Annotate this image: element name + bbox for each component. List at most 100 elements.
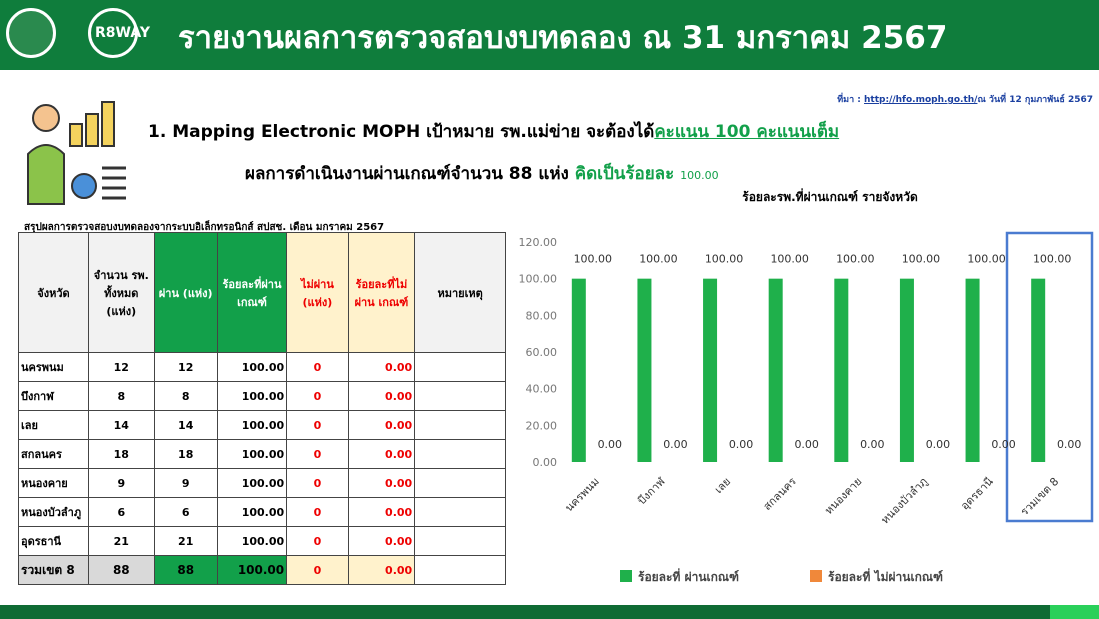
table-cell: 0 [286,410,349,440]
logo [6,8,56,58]
data-label: 100.00 [574,253,613,266]
column-header: ผ่าน (แห่ง) [153,232,218,353]
table-cell: 88 [87,555,155,585]
table-cell: 88 [153,555,218,585]
table-cell [414,352,506,382]
table-cell [414,439,506,469]
chart-title: ร้อยละรพ.ที่ผ่านเกณฑ์ รายจังหวัด [742,188,918,204]
icon [27,101,126,205]
table-cell: 0 [286,526,349,556]
source-link[interactable]: http://hfo.moph.go.th/ [864,95,978,105]
table-cell: 18 [87,439,155,469]
data-label: 100.00 [639,253,678,266]
bar [637,278,652,462]
header-row: จังหวัด จำนวน รพ. ทั้งหมด (แห่ง) ผ่าน (แห่… [18,232,506,353]
table-cell: 100.00 [216,410,288,440]
footer-bar [0,605,1050,619]
table: จังหวัด จำนวน รพ. ทั้งหมด (แห่ง) ผ่าน (แห่… [18,232,506,585]
x-tick-label: อุดรธานี [958,475,996,513]
table-cell: หนองบัวลำภู [18,497,89,527]
legend-label: ร้อยละที่ ผ่านเกณฑ์ [638,568,739,584]
table-cell: 9 [87,468,155,498]
table-cell: 0.00 [347,526,416,556]
x-tick-label: รวมเขต 8 [1018,475,1061,518]
data-label: 0.00 [598,438,623,451]
headline: 1. Mapping Electronic MOPH เป้าหมาย รพ.แ… [148,118,839,145]
x-tick-label: นครพนม [562,475,601,514]
bar [965,278,980,462]
logo-text: R8WAY [95,25,150,41]
headline-text: ผลการดำเนินงานผ่านเกณฑ์จำนวน 88 แห่ง [245,164,569,184]
data-label: 100.00 [705,253,744,266]
footer-bar [1050,605,1099,619]
table-row: หนองบัวลำภู 6 6 100.00 0 0.00 [18,497,506,527]
table-cell: 100.00 [216,439,288,469]
column-header: ไม่ผ่าน (แห่ง) [286,232,349,353]
y-tick-label: 0.00 [533,456,558,469]
table-cell: 6 [87,497,155,527]
table-cell: 18 [153,439,218,469]
table-cell: 100.00 [216,555,288,585]
table-cell: 0.00 [347,381,416,411]
table-cell: 0 [286,439,349,469]
table-cell: 100.00 [216,468,288,498]
table-cell: 0 [286,468,349,498]
table-row: บึงกาฬ 8 8 100.00 0 0.00 [18,381,506,411]
table-cell: 21 [153,526,218,556]
y-tick-label: 60.00 [526,346,558,359]
table-cell: 100.00 [216,526,288,556]
data-label: 0.00 [663,438,688,451]
y-tick-label: 40.00 [526,383,558,396]
table-cell: 21 [87,526,155,556]
legend-swatch [810,570,822,582]
table-cell [414,381,506,411]
logo [88,8,138,58]
table-cell: 14 [153,410,218,440]
bar [768,278,783,462]
table-cell: 0 [286,352,349,382]
table-cell: 0.00 [347,410,416,440]
table-title: สรุปผลการตรวจสอบงบทดลองจากระบบอิเล็กทรอน… [24,222,385,233]
chart: ร้อยละรพ.ที่ผ่านเกณฑ์ รายจังหวัด 0.00 20.… [519,188,1094,584]
headline-text: 1. Mapping Electronic MOPH เป้าหมาย รพ.แ… [148,122,655,142]
table-cell: 0 [286,381,349,411]
data-label: 0.00 [991,438,1016,451]
data-label: 100.00 [1033,253,1072,266]
table-row: อุดรธานี 21 21 100.00 0 0.00 [18,526,506,556]
table-cell [414,526,506,556]
table-row: หนองคาย 9 9 100.00 0 0.00 [18,468,506,498]
data-label: 0.00 [926,438,951,451]
table-cell: 0 [286,555,349,585]
column-header: จังหวัด [18,232,89,353]
source: ที่มา : http://hfo.moph.go.th/ณ วันที่ 1… [837,92,1093,106]
bar [1031,278,1046,462]
legend-swatch [620,570,632,582]
data-label: 100.00 [967,253,1006,266]
table-cell: 100.00 [216,352,288,382]
headline-emphasis: คิดเป็นร้อยละ [574,164,675,184]
table-cell: 100.00 [216,381,288,411]
table-cell: บึงกาฬ [18,381,89,411]
table-row: สกลนคร 18 18 100.00 0 0.00 [18,439,506,469]
source-date: ณ วันที่ 12 กุมภาพันธ์ 2567 [977,95,1093,105]
table-cell: หนองคาย [18,468,89,498]
x-tick-label: หนองคาย [822,475,864,517]
table-cell: 0.00 [347,439,416,469]
x-tick-label: หนองบัวลำภู [878,475,930,527]
table-cell: 100.00 [216,497,288,527]
y-tick-label: 100.00 [519,273,558,286]
table-cell: 0.00 [347,555,416,585]
table-cell: สกลนคร [18,439,89,469]
table-cell: 12 [87,352,155,382]
column-header: หมายเหตุ [414,232,506,353]
headline: ผลการดำเนินงานผ่านเกณฑ์จำนวน 88 แห่ง คิด… [245,160,719,187]
legend-label: ร้อยละที่ ไม่ผ่านเกณฑ์ [828,568,943,584]
data-label: 0.00 [729,438,754,451]
title: รายงานผลการตรวจสอบงบทดลอง ณ 31 มกราคม 25… [178,20,948,56]
table-cell: 0.00 [347,468,416,498]
table-cell: 0.00 [347,352,416,382]
x-tick-label: สกลนคร [761,475,799,513]
column-header: ร้อยละที่ผ่านเกณฑ์ [216,232,288,353]
highlight-box [1005,231,1094,523]
table-cell: รวมเขต 8 [18,555,89,585]
